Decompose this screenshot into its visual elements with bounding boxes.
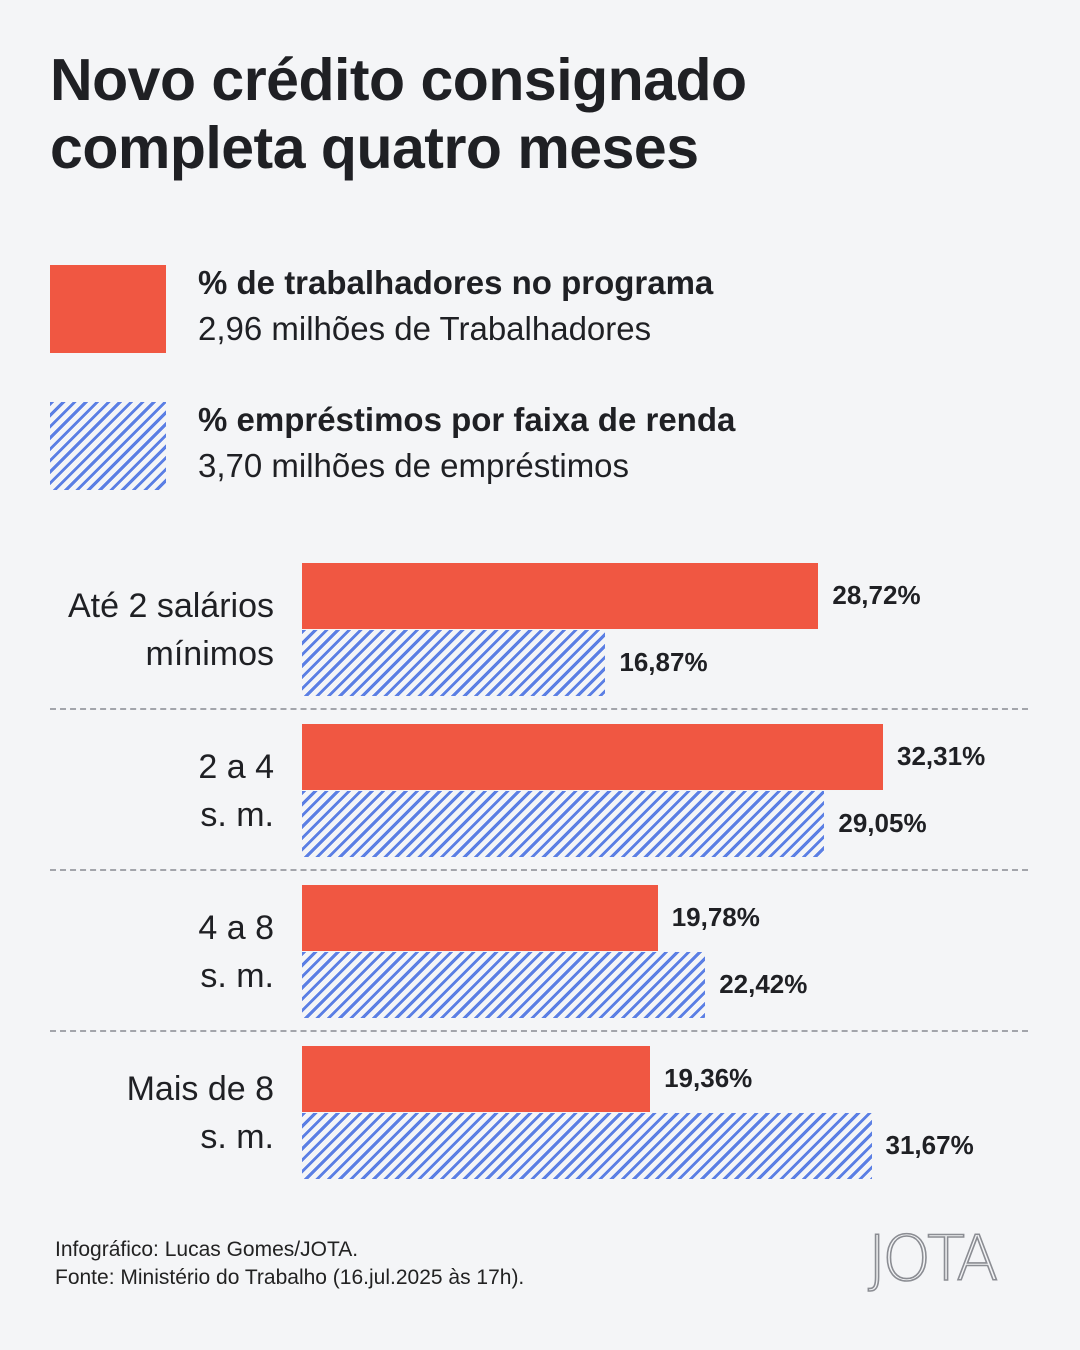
chart-title: Novo crédito consignado completa quatro … (50, 46, 1040, 182)
bar-trabalhadores (302, 563, 819, 629)
bar-trabalhadores (302, 724, 883, 790)
legend-swatch-solid (50, 265, 166, 353)
bar-group: Até 2 salários mínimos 28,72% 16,87% (0, 563, 1080, 697)
legend-sublabel: 2,96 milhões de Trabalhadores (198, 310, 652, 347)
value-label-trabalhadores: 19,36% (664, 1063, 753, 1093)
category-label: 2 a 4 s. m. (14, 724, 274, 858)
title-line-2: completa quatro meses (50, 115, 699, 181)
group-separator (50, 1030, 1028, 1032)
value-label-emprestimos: 16,87% (619, 647, 708, 677)
category-label-line: 2 a 4 (198, 748, 274, 786)
bar-trabalhadores (302, 1046, 651, 1112)
category-label: Até 2 salários mínimos (14, 563, 274, 697)
category-label-line: Até 2 salários (68, 587, 274, 625)
bar-emprestimos (302, 630, 606, 696)
legend-swatch-hatched (50, 402, 166, 490)
value-label-trabalhadores: 19,78% (671, 902, 760, 932)
footer: Infográfico: Lucas Gomes/JOTA. Fonte: Mi… (55, 1236, 524, 1292)
category-label: 4 a 8 s. m. (14, 885, 274, 1019)
value-label-trabalhadores: 32,31% (897, 741, 986, 771)
source-text: Fonte: Ministério do Trabalho (16.jul.20… (55, 1266, 525, 1289)
legend-label: % de trabalhadores no programa (198, 264, 714, 301)
bar-group: 2 a 4 s. m. 32,31% 29,05% (0, 724, 1080, 858)
legend-sublabel: 3,70 milhões de empréstimos (198, 447, 630, 484)
bar-trabalhadores (302, 885, 658, 951)
category-label-line: 4 a 8 (198, 909, 274, 947)
category-label-line: s. m. (200, 957, 274, 995)
category-label-line: mínimos (145, 635, 274, 673)
category-label-line: s. m. (200, 796, 274, 834)
category-label-line: Mais de 8 (126, 1070, 274, 1108)
value-label-emprestimos: 22,42% (719, 969, 808, 999)
category-label: Mais de 8 s. m. (14, 1046, 274, 1180)
title-line-1: Novo crédito consignado (50, 47, 747, 113)
legend-label: % empréstimos por faixa de renda (198, 401, 736, 438)
value-label-trabalhadores: 28,72% (832, 580, 921, 610)
bar-emprestimos (302, 791, 825, 857)
legend-item-emprestimos: % empréstimos por faixa de renda 3,70 mi… (50, 401, 1040, 492)
bar-emprestimos (302, 952, 706, 1018)
bar-group: Mais de 8 s. m. 19,36% 31,67% (0, 1046, 1080, 1180)
category-label-line: s. m. (200, 1118, 274, 1156)
value-label-emprestimos: 29,05% (838, 808, 927, 838)
bar-group: 4 a 8 s. m. 19,78% 22,42% (0, 885, 1080, 1019)
group-separator (50, 708, 1028, 710)
jota-logo: JOTA (867, 1222, 999, 1295)
credit-text: Infográfico: Lucas Gomes/JOTA. (55, 1238, 359, 1261)
bar-emprestimos (302, 1113, 872, 1179)
value-label-emprestimos: 31,67% (885, 1130, 974, 1160)
legend-item-trabalhadores: % de trabalhadores no programa 2,96 milh… (50, 264, 1040, 355)
group-separator (50, 869, 1028, 871)
